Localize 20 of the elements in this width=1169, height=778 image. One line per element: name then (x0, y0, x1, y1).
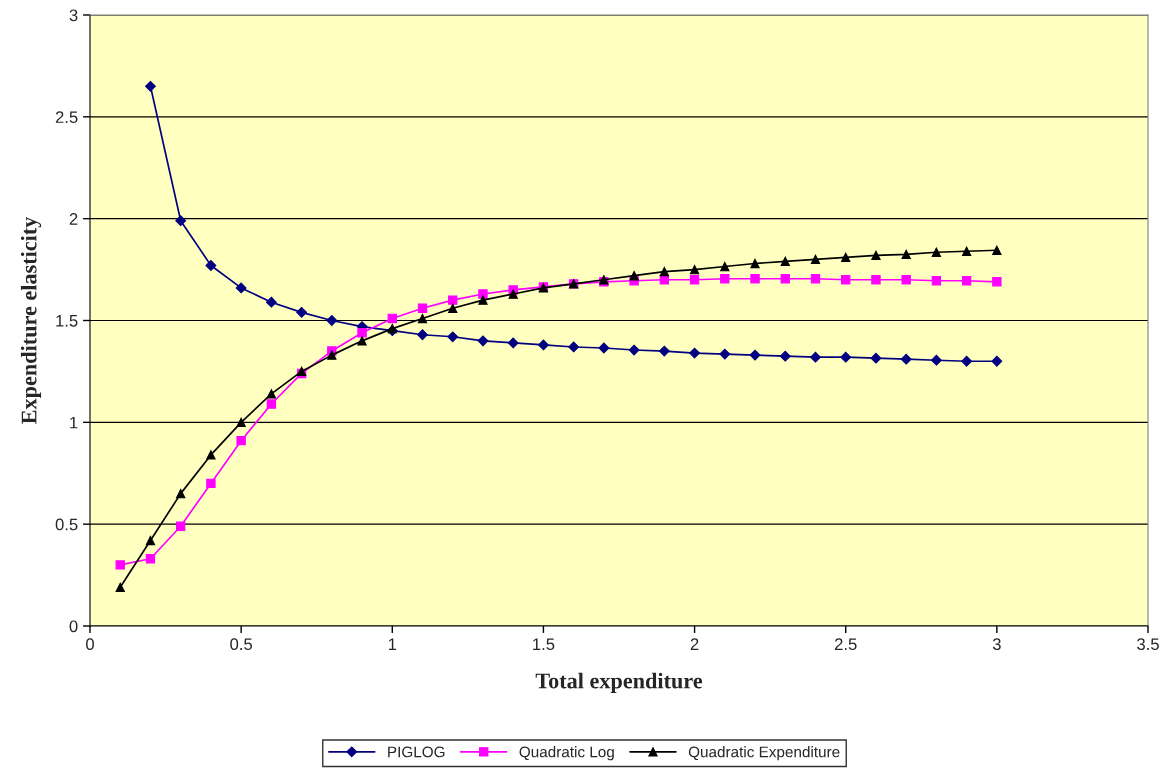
y-tick-label: 1 (70, 416, 78, 429)
x-tick-label: 0 (86, 638, 94, 651)
y-axis-title: Expenditure elasticity (20, 216, 42, 424)
x-tick-label: 2.5 (834, 638, 857, 651)
legend-label: Quadratic Log (519, 746, 614, 761)
x-axis-title: Total expenditure (535, 672, 703, 693)
x-tick-label: 2 (690, 638, 699, 650)
y-tick-label: 2.5 (55, 111, 78, 124)
y-tick-label: 1.5 (56, 315, 78, 327)
x-tick-label: 3 (992, 638, 1001, 651)
y-tick-label: 3 (69, 9, 78, 22)
x-tick-label: 0.5 (230, 638, 253, 651)
x-tick-label: 3.5 (1137, 638, 1159, 651)
legend-label: Quadratic Expenditure (688, 746, 840, 761)
y-tick-label: 0.5 (55, 518, 78, 531)
y-tick-label: 2 (69, 213, 78, 225)
y-tick-label: 0 (69, 620, 78, 633)
x-tick-label: 1 (388, 638, 397, 650)
legend-label: PIGLOG (388, 746, 445, 758)
x-tick-label: 1.5 (533, 638, 555, 651)
